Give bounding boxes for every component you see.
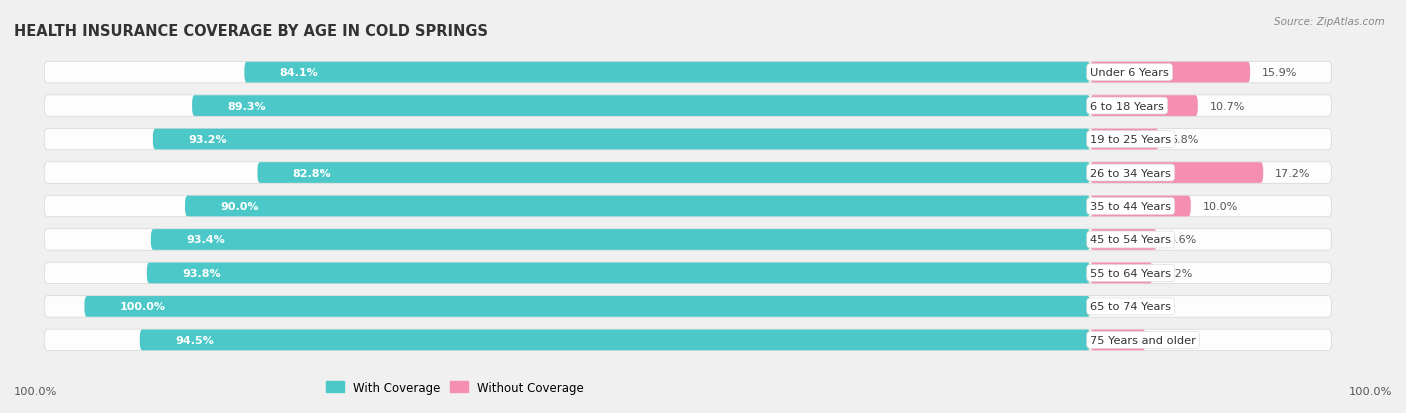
FancyBboxPatch shape bbox=[245, 63, 1090, 83]
Text: Source: ZipAtlas.com: Source: ZipAtlas.com bbox=[1274, 17, 1385, 26]
Text: 93.2%: 93.2% bbox=[188, 135, 226, 145]
Text: 100.0%: 100.0% bbox=[120, 301, 166, 312]
FancyBboxPatch shape bbox=[44, 330, 1331, 351]
FancyBboxPatch shape bbox=[153, 129, 1090, 150]
FancyBboxPatch shape bbox=[1090, 230, 1157, 250]
Text: 6.2%: 6.2% bbox=[1164, 268, 1194, 278]
FancyBboxPatch shape bbox=[84, 296, 1090, 317]
FancyBboxPatch shape bbox=[150, 230, 1090, 250]
FancyBboxPatch shape bbox=[1090, 96, 1198, 117]
Text: 100.0%: 100.0% bbox=[14, 387, 58, 396]
Text: 55 to 64 Years: 55 to 64 Years bbox=[1090, 268, 1171, 278]
Text: 6.6%: 6.6% bbox=[1168, 235, 1197, 245]
Text: 75 Years and older: 75 Years and older bbox=[1090, 335, 1197, 345]
Text: 17.2%: 17.2% bbox=[1275, 168, 1310, 178]
FancyBboxPatch shape bbox=[44, 96, 1331, 117]
FancyBboxPatch shape bbox=[1090, 63, 1250, 83]
Text: 26 to 34 Years: 26 to 34 Years bbox=[1090, 168, 1171, 178]
FancyBboxPatch shape bbox=[257, 163, 1090, 183]
FancyBboxPatch shape bbox=[44, 62, 1331, 83]
Text: 15.9%: 15.9% bbox=[1263, 68, 1298, 78]
FancyBboxPatch shape bbox=[44, 196, 1331, 217]
Legend: With Coverage, Without Coverage: With Coverage, Without Coverage bbox=[322, 376, 589, 399]
FancyBboxPatch shape bbox=[1090, 263, 1153, 284]
Text: 6 to 18 Years: 6 to 18 Years bbox=[1090, 101, 1164, 112]
FancyBboxPatch shape bbox=[193, 96, 1090, 117]
FancyBboxPatch shape bbox=[139, 330, 1090, 350]
Text: 0.0%: 0.0% bbox=[1102, 301, 1130, 312]
Text: 93.8%: 93.8% bbox=[181, 268, 221, 278]
Text: 100.0%: 100.0% bbox=[1348, 387, 1392, 396]
Text: 84.1%: 84.1% bbox=[280, 68, 318, 78]
Text: 93.4%: 93.4% bbox=[186, 235, 225, 245]
FancyBboxPatch shape bbox=[1090, 196, 1191, 217]
Text: 82.8%: 82.8% bbox=[292, 168, 332, 178]
FancyBboxPatch shape bbox=[44, 296, 1331, 317]
Text: Under 6 Years: Under 6 Years bbox=[1090, 68, 1170, 78]
Text: 45 to 54 Years: 45 to 54 Years bbox=[1090, 235, 1171, 245]
Text: 90.0%: 90.0% bbox=[221, 202, 259, 211]
Text: 94.5%: 94.5% bbox=[174, 335, 214, 345]
FancyBboxPatch shape bbox=[146, 263, 1090, 284]
FancyBboxPatch shape bbox=[44, 263, 1331, 284]
FancyBboxPatch shape bbox=[186, 196, 1090, 217]
Text: 65 to 74 Years: 65 to 74 Years bbox=[1090, 301, 1171, 312]
Text: 5.5%: 5.5% bbox=[1157, 335, 1185, 345]
FancyBboxPatch shape bbox=[44, 229, 1331, 251]
FancyBboxPatch shape bbox=[44, 162, 1331, 184]
Text: 10.0%: 10.0% bbox=[1204, 202, 1239, 211]
Text: 35 to 44 Years: 35 to 44 Years bbox=[1090, 202, 1171, 211]
FancyBboxPatch shape bbox=[1090, 163, 1263, 183]
FancyBboxPatch shape bbox=[1090, 129, 1159, 150]
Text: 6.8%: 6.8% bbox=[1171, 135, 1199, 145]
FancyBboxPatch shape bbox=[1090, 330, 1146, 350]
Text: HEALTH INSURANCE COVERAGE BY AGE IN COLD SPRINGS: HEALTH INSURANCE COVERAGE BY AGE IN COLD… bbox=[14, 24, 488, 39]
Text: 89.3%: 89.3% bbox=[228, 101, 266, 112]
Text: 19 to 25 Years: 19 to 25 Years bbox=[1090, 135, 1171, 145]
Text: 10.7%: 10.7% bbox=[1211, 101, 1246, 112]
FancyBboxPatch shape bbox=[44, 129, 1331, 150]
